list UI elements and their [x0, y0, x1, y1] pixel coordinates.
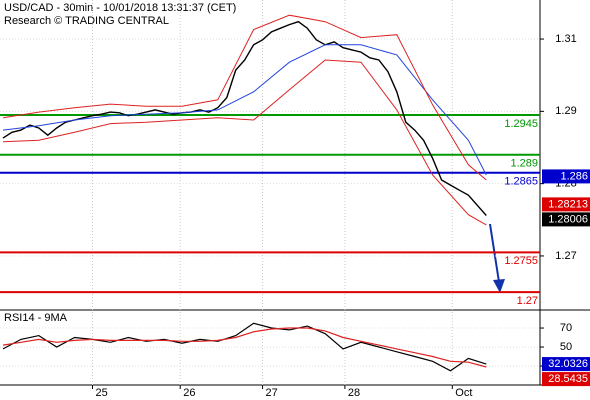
- price-tag: [542, 169, 590, 184]
- chart-title: USD/CAD - 30min - 10/01/2018 13:31:37 (C…: [4, 2, 236, 14]
- chart-subtitle: Research © TRADING CENTRAL: [4, 15, 169, 27]
- level-label: 1.2865: [504, 176, 538, 188]
- level-label: 1.2755: [504, 255, 538, 267]
- price-line: [2, 20, 487, 216]
- x-tick-label: Oct: [455, 387, 472, 399]
- band-line: [2, 44, 487, 176]
- y-tick-label: 1.31: [555, 33, 576, 45]
- y-tick-label: 1.27: [555, 250, 576, 262]
- forecast-arrowhead: [493, 279, 505, 293]
- band-line: [2, 59, 487, 226]
- price-tag: [542, 372, 590, 387]
- x-tick-label: 25: [96, 387, 108, 399]
- price-tag: [542, 212, 590, 227]
- rsi-line: [2, 327, 487, 368]
- price-tag-label: 1.28006: [548, 213, 588, 225]
- price-tag: [542, 357, 590, 372]
- price-tag: [542, 197, 590, 212]
- price-tag-label: 32.0326: [548, 358, 588, 370]
- rsi-title: RSI14 - 9MA: [4, 312, 68, 324]
- level-label: 1.289: [510, 158, 538, 170]
- band-line: [2, 14, 487, 181]
- price-tag-label: 28.5435: [548, 373, 588, 385]
- y-tick-label: 1.29: [555, 105, 576, 117]
- level-label: 1.2945: [504, 118, 538, 130]
- price-tag-label: 1.28213: [548, 198, 588, 210]
- rsi-line: [2, 322, 487, 372]
- price-tag-label: 1.286: [560, 170, 588, 182]
- x-tick-label: 27: [266, 387, 278, 399]
- y-tick-label: 50: [560, 341, 572, 353]
- x-tick-label: 26: [183, 387, 195, 399]
- x-tick-label: 28: [348, 387, 360, 399]
- y-tick-label: 70: [560, 322, 572, 334]
- level-label: 1.27: [517, 295, 538, 307]
